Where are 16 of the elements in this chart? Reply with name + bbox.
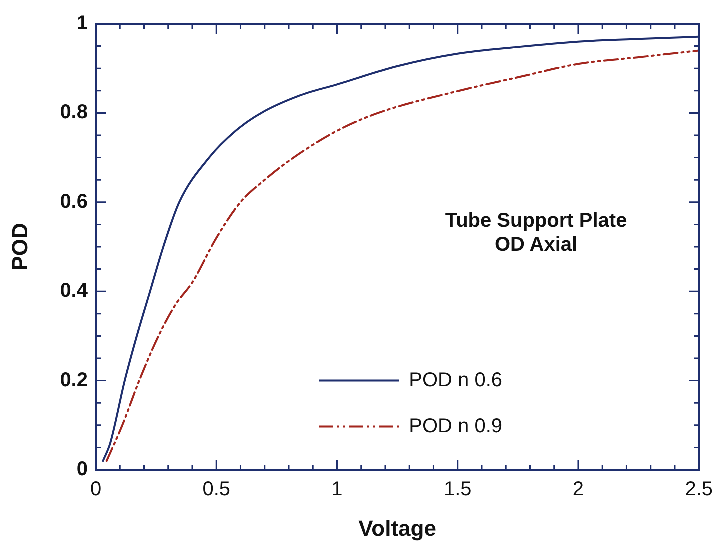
x-tick-label: 2 <box>572 478 584 501</box>
y-tick-label: 0.6 <box>60 190 88 213</box>
x-tick-label: 1 <box>332 478 343 501</box>
x-tick-label: 2.5 <box>685 478 714 501</box>
y-axis-title: POD <box>7 223 32 271</box>
y-tick-label: 0.8 <box>60 102 88 124</box>
y-tick-label: 0.2 <box>60 369 88 392</box>
x-tick-label: 1.5 <box>444 478 472 501</box>
x-axis-title: Voltage <box>358 516 436 541</box>
x-tick-label: 0.5 <box>202 478 231 501</box>
legend-label: POD n 0.9 <box>409 415 503 438</box>
y-tick-label: 1 <box>76 12 88 35</box>
annotation: Tube Support Plate OD Axial <box>445 210 628 256</box>
y-tick-label: 0 <box>76 458 88 481</box>
legend-label: POD n 0.6 <box>409 369 503 392</box>
y-tick-label: 0.4 <box>60 280 89 302</box>
